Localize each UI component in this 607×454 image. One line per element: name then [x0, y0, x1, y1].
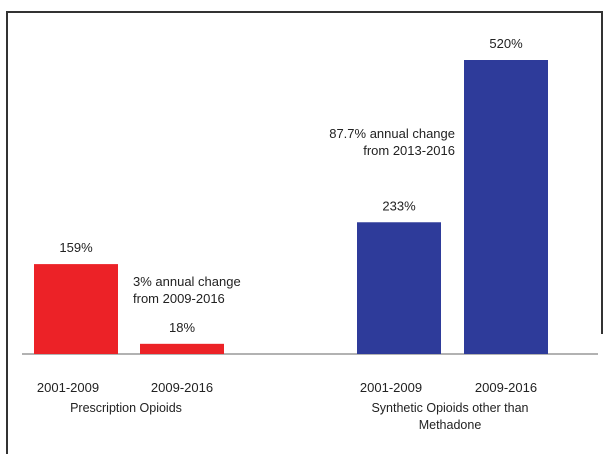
tick-label-0-0: 2001-2009 — [37, 380, 99, 395]
tick-label-1-1: 2009-2016 — [475, 380, 537, 395]
value-label-0-0: 159% — [59, 240, 93, 255]
annotation-1-0: 87.7% annual change — [329, 126, 455, 141]
bars-layer — [34, 60, 548, 354]
tick-label-1-0: 2001-2009 — [360, 380, 422, 395]
bar-1-1 — [464, 60, 548, 354]
group-label-1-1: Methadone — [419, 418, 482, 432]
annotation-0-0: 3% annual change — [133, 274, 241, 289]
labels-layer: 159% 2001-2009 18% 2009-2016 Prescription Op… — [37, 36, 537, 432]
annotation-0-1: from 2009-2016 — [133, 291, 225, 306]
annotation-1-1: from 2013-2016 — [363, 143, 455, 158]
value-label-1-1: 520% — [489, 36, 523, 51]
group-label-1-0: Synthetic Opioids other than — [371, 401, 528, 415]
bar-0-1 — [140, 343, 224, 354]
group-label-0-0: Prescription Opioids — [70, 401, 182, 415]
tick-label-0-1: 2009-2016 — [151, 380, 213, 395]
value-label-0-1: 18% — [169, 320, 195, 335]
bar-0-0 — [34, 264, 118, 354]
value-label-1-0: 233% — [382, 198, 416, 213]
bar-1-0 — [357, 222, 441, 354]
